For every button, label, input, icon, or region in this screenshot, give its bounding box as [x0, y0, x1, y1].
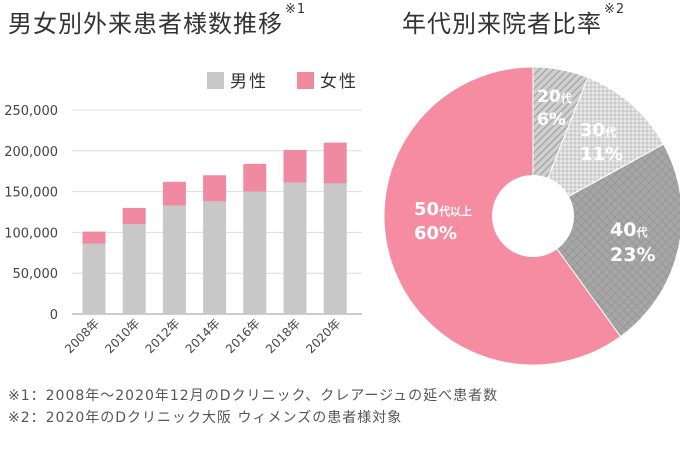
bar-female	[162, 181, 186, 206]
x-tick-label: 2020年	[303, 316, 343, 356]
slice-value-label: 11%	[580, 144, 623, 165]
y-tick-label: 0	[50, 308, 58, 323]
legend-label-male: 男性	[230, 72, 268, 92]
x-tick-label: 2008年	[62, 316, 102, 356]
slice-30s	[532, 76, 665, 218]
y-tick-label: 200,000	[4, 145, 58, 160]
pie-chart-title-note: ※2	[604, 2, 626, 17]
bar-legend: 男性 女性	[207, 72, 358, 92]
bar-chart-title-note: ※1	[285, 2, 307, 17]
bar-male	[243, 191, 267, 314]
slice-label: 50代以上	[414, 199, 472, 220]
y-tick-label: 100,000	[4, 226, 58, 241]
slice-label: 30代	[580, 120, 616, 141]
x-tick-label: 2016年	[223, 316, 263, 356]
x-tick-label: 2012年	[143, 316, 183, 356]
bar-male	[82, 243, 106, 314]
pie-chart-title: 年代別来院者比率※2	[402, 2, 626, 39]
bar-chart-title: 男女別外来患者様数推移※1	[8, 2, 307, 39]
legend-swatch-male	[207, 72, 224, 89]
bar-female	[122, 207, 146, 225]
bar-chart-title-text: 男女別外来患者様数推移	[8, 10, 283, 38]
bar-male	[203, 201, 227, 314]
slice-label: 40代	[610, 219, 647, 241]
x-tick-label: 2018年	[263, 316, 303, 356]
bar-female	[243, 163, 267, 192]
slice-value-label: 23%	[610, 244, 655, 266]
y-tick-label: 250,000	[4, 104, 58, 119]
bar-female	[203, 175, 227, 202]
y-tick-label: 150,000	[4, 186, 58, 201]
slice-value-label: 6%	[537, 110, 566, 130]
bar-male	[122, 224, 146, 314]
slice-label: 20代	[537, 87, 572, 107]
bar-female	[323, 142, 347, 184]
slice-40s	[532, 143, 680, 338]
footnotes: ※1：2008年〜2020年12月のDクリニック、クレアージュの延べ患者数 ※2…	[8, 385, 498, 429]
bar-male	[162, 205, 186, 314]
legend-swatch-female	[297, 72, 314, 89]
bar-male	[323, 183, 347, 314]
slice-value-label: 60%	[414, 223, 457, 244]
x-tick-label: 2010年	[102, 316, 142, 356]
y-tick-label: 50,000	[13, 267, 59, 282]
bar-female	[283, 149, 307, 183]
x-tick-label: 2014年	[183, 316, 223, 356]
bar-female	[82, 231, 106, 244]
legend-label-female: 女性	[320, 72, 358, 92]
donut-hole	[492, 175, 574, 257]
footnote-2: ※2：2020年のDクリニック大阪 ウィメンズの患者様対象	[8, 410, 403, 426]
bar-male	[283, 182, 307, 314]
pie-chart-title-text: 年代別来院者比率	[402, 10, 602, 38]
footnote-1: ※1：2008年〜2020年12月のDクリニック、クレアージュの延べ患者数	[8, 388, 499, 404]
